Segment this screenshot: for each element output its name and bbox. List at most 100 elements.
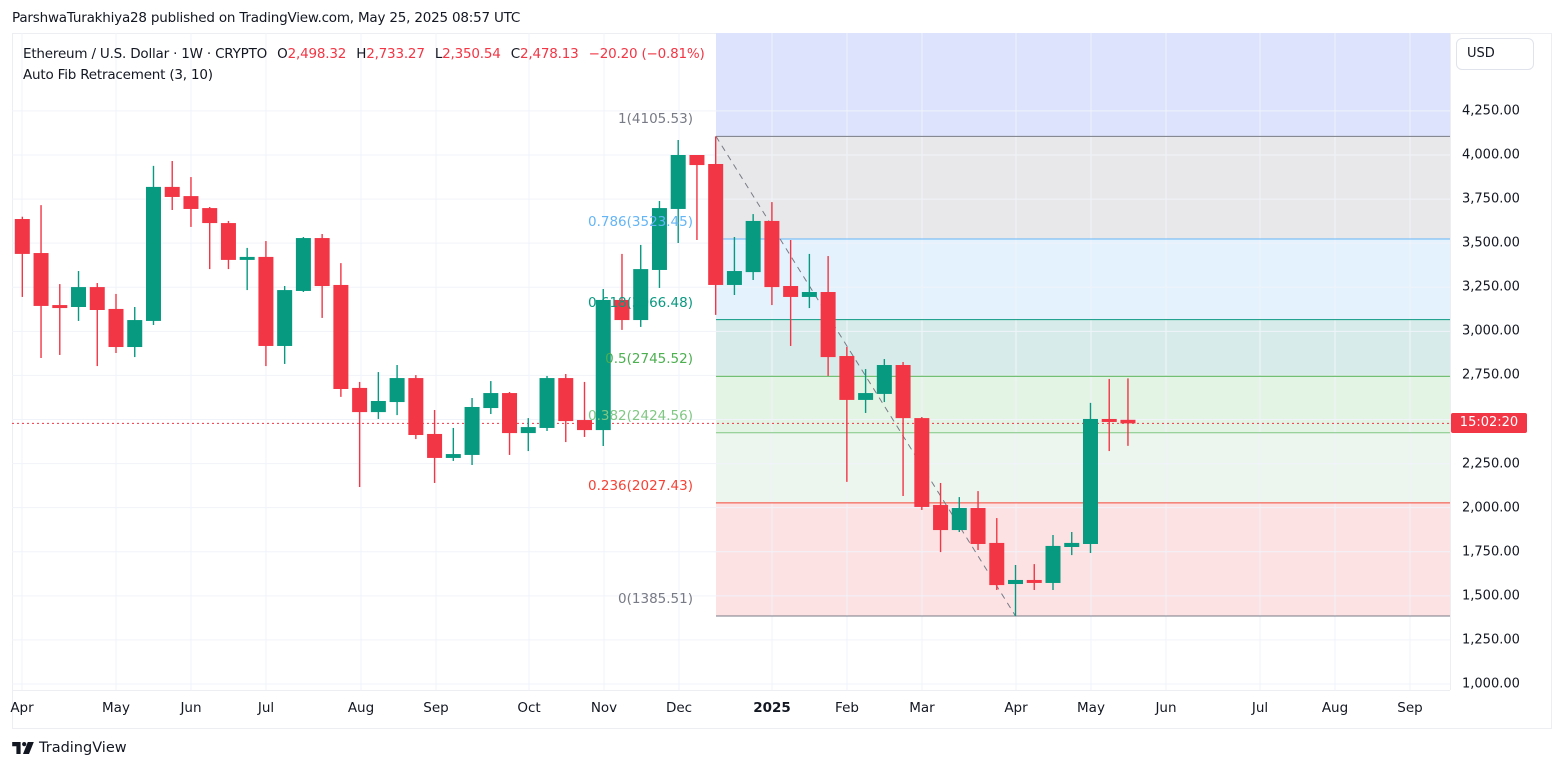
candle-body-down (52, 305, 68, 309)
time-tick-label: 2025 (753, 700, 791, 716)
ohlc-legend-row: Ethereum / U.S. Dollar · 1W · CRYPTO O2,… (23, 44, 705, 65)
tradingview-logo-icon (12, 742, 34, 754)
high-key: H (356, 46, 367, 62)
candle-body-down (202, 208, 218, 224)
open-key: O (277, 46, 288, 62)
candle-body-down (408, 378, 424, 436)
candle-body-up (1045, 545, 1061, 583)
price-axis[interactable] (1450, 33, 1554, 690)
published-attribution: ParshwaTurakhiya28 published on TradingV… (12, 10, 521, 26)
candle-body-up (295, 238, 311, 291)
time-tick-label: May (1077, 700, 1105, 716)
time-tick-label: Aug (1321, 700, 1349, 716)
candle-body-up (595, 299, 611, 431)
fib-label-0.382: 0.382(2424.56) (587, 407, 693, 424)
price-tick-label: 4,000.00 (1462, 147, 1520, 163)
price-tick-label: 3,750.00 (1462, 191, 1520, 207)
fib-label-0.5: 0.5(2745.52) (605, 351, 693, 368)
candle-body-up (876, 365, 892, 394)
candle-body-down (820, 292, 836, 358)
price-tick-label: 3,000.00 (1462, 323, 1520, 339)
candle-body-down (839, 356, 855, 400)
candle-body-down (183, 196, 199, 209)
countdown-price-tag: 15:02:20 (1451, 413, 1527, 434)
candle-body-down (989, 542, 1005, 586)
candle-body-up (1008, 579, 1024, 585)
candlestick-chart[interactable] (12, 33, 1450, 690)
price-tick-label: 2,000.00 (1462, 500, 1520, 516)
chart-plot-area[interactable] (12, 33, 1450, 690)
chart-legend: Ethereum / U.S. Dollar · 1W · CRYPTO O2,… (23, 44, 705, 86)
candle-body-up (633, 269, 649, 321)
candle-body-up (389, 378, 405, 403)
candle-body-down (708, 163, 724, 285)
time-tick-label: Jul (1251, 700, 1269, 716)
price-tick-label: 1,250.00 (1462, 632, 1520, 648)
low-key: L (434, 46, 443, 62)
candle-body-up (127, 320, 143, 348)
candle-body-up (71, 287, 87, 307)
price-tick-label: 3,250.00 (1462, 279, 1520, 295)
candle-body-down (614, 299, 630, 321)
time-tick-label: Jun (1155, 700, 1177, 716)
high-value: 2,733.27 (366, 46, 425, 62)
currency-button[interactable]: USD (1456, 38, 1534, 70)
candle-body-down (558, 378, 574, 422)
candle-body-down (689, 155, 705, 166)
candle-body-down (258, 256, 274, 346)
candle-body-up (464, 406, 480, 455)
time-tick-label: Apr (10, 700, 34, 716)
time-tick-label: Jun (180, 700, 202, 716)
low-value: 2,350.54 (442, 46, 501, 62)
candle-body-down (1120, 419, 1136, 424)
candle-body-up (239, 256, 255, 260)
time-tick-label: Jul (257, 700, 275, 716)
price-tick-label: 1,750.00 (1462, 544, 1520, 560)
change-value: −20.20 (−0.81%) (588, 46, 705, 62)
candle-body-down (577, 420, 592, 431)
fib-label-1: 1(4105.53) (618, 111, 693, 128)
tradingview-branding[interactable]: TradingView (12, 740, 127, 756)
time-tick-label: Aug (347, 700, 375, 716)
candle-body-up (745, 220, 761, 273)
candle-body-down (1101, 418, 1117, 422)
candle-body-up (801, 292, 817, 297)
fib-label-0.618: 0.618(3066.48) (587, 294, 693, 311)
candle-body-down (502, 393, 518, 434)
close-value: 2,478.13 (520, 46, 579, 62)
fib-zone-0.618 (716, 319, 1450, 377)
candle-body-up (520, 427, 536, 434)
open-value: 2,498.32 (287, 46, 347, 62)
candle-body-up (651, 208, 667, 270)
price-tick-label: 1,500.00 (1462, 588, 1520, 604)
candle-body-down (33, 253, 49, 306)
candle-body-up (951, 508, 967, 531)
time-tick-label: May (102, 700, 130, 716)
candle-body-down (220, 223, 236, 260)
price-tick-label: 4,250.00 (1462, 103, 1520, 119)
candle-body-down (427, 433, 443, 458)
candle-body-down (914, 418, 930, 507)
time-axis[interactable] (12, 690, 1450, 728)
candle-body-up (858, 393, 874, 400)
symbol-title[interactable]: Ethereum / U.S. Dollar · 1W · CRYPTO (23, 46, 268, 62)
candle-body-up (726, 271, 742, 285)
candle-body-up (370, 400, 386, 413)
candle-body-up (1064, 542, 1080, 547)
price-tick-label: 3,500.00 (1462, 235, 1520, 251)
candle-body-down (895, 365, 911, 419)
candle-body-down (314, 238, 330, 287)
time-tick-label: Dec (665, 700, 693, 716)
candle-body-down (352, 387, 368, 413)
candle-body-down (764, 220, 780, 288)
time-tick-label: Sep (1397, 700, 1423, 716)
price-tick-label: 2,250.00 (1462, 456, 1520, 472)
indicator-legend-row: Auto Fib Retracement (3, 10) (23, 65, 705, 86)
time-tick-label: Mar (909, 700, 935, 716)
candle-body-down (933, 505, 949, 531)
fib-label-0: 0(1385.51) (618, 591, 693, 608)
time-tick-label: Nov (590, 700, 618, 716)
fib-label-0.236: 0.236(2027.43) (587, 477, 693, 494)
indicator-title[interactable]: Auto Fib Retracement (3, 10) (23, 67, 213, 83)
candle-body-up (145, 186, 161, 321)
